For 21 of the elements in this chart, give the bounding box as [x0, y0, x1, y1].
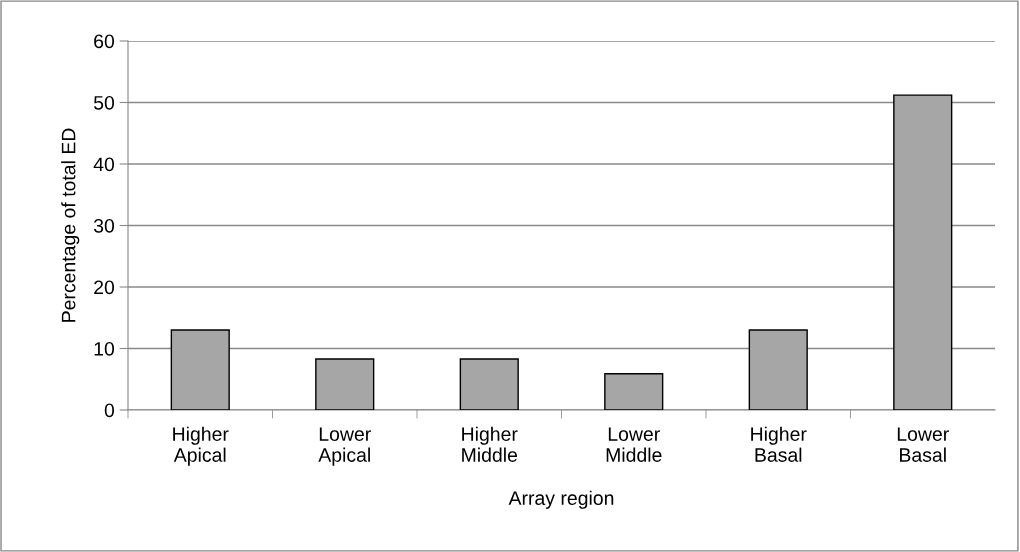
bar [604, 373, 664, 410]
x-tick-label: Lower Middle [606, 427, 662, 462]
bar [170, 329, 230, 410]
y-tick-label: 30 [93, 218, 115, 233]
bar [893, 94, 953, 410]
x-tick-label: Higher Middle [462, 426, 518, 462]
x-tick-label: Lower Basal [897, 427, 949, 462]
y-tick-label: 20 [94, 280, 115, 295]
x-tick-label: Higher Apical [173, 426, 229, 466]
bar [315, 358, 375, 410]
x-tick-label: Lower Apical [318, 427, 371, 466]
y-tick-label: 40 [93, 157, 115, 172]
y-axis-title: Percentage of total ED [61, 128, 80, 322]
y-tick-label: 0 [104, 403, 115, 418]
x-tick-label: Higher Basal [751, 426, 807, 462]
y-tick-label: 10 [94, 341, 115, 356]
y-tick-label: 50 [93, 95, 115, 110]
bar [459, 358, 519, 410]
x-axis-title: Array region [508, 490, 614, 509]
y-tick-label: 60 [94, 34, 115, 49]
bar [748, 329, 808, 410]
